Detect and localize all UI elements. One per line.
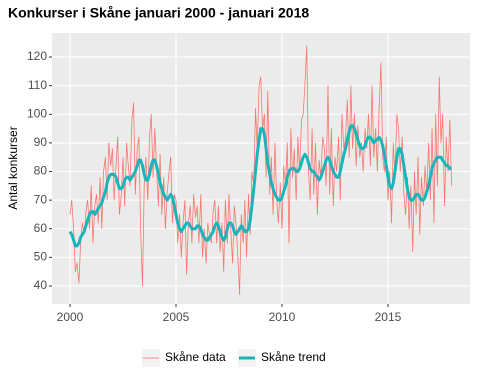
legend-label: Skåne trend	[261, 350, 326, 364]
plot-background	[52, 33, 470, 304]
y-tick-label: 80	[34, 164, 48, 178]
y-tick-label: 120	[27, 49, 47, 63]
x-tick-label: 2010	[269, 310, 296, 324]
y-tick-label: 70	[34, 192, 48, 206]
y-tick-label: 40	[34, 278, 48, 292]
series-line	[68, 124, 452, 248]
series-line	[69, 45, 452, 295]
y-tick-label: 50	[34, 250, 48, 264]
y-tick-label: 110	[28, 78, 47, 92]
x-tick-label: 2000	[57, 310, 84, 324]
chart-title: Konkurser i Skåne januari 2000 - januari…	[8, 5, 309, 21]
x-tick-label: 2015	[375, 310, 402, 324]
y-tick-label: 90	[34, 135, 48, 149]
y-tick-label: 100	[27, 106, 47, 120]
y-tick-label: 60	[34, 221, 48, 235]
y-axis-label: Antal konkurser	[6, 126, 20, 209]
x-tick-label: 2005	[163, 310, 190, 324]
legend-label: Skåne data	[165, 350, 226, 364]
